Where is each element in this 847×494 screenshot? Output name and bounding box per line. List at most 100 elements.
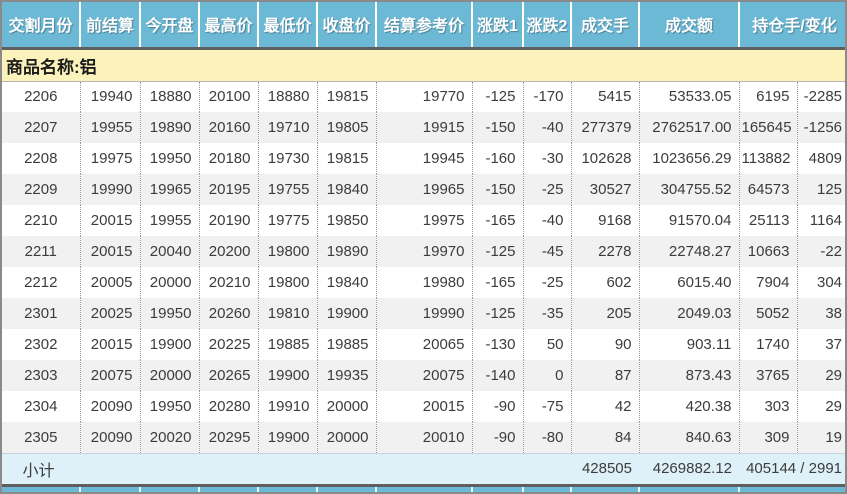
cell-delivery-month: 2212 xyxy=(2,267,81,298)
cell-open: 18880 xyxy=(140,81,200,112)
cell-delivery-month: 2301 xyxy=(2,298,81,329)
cell-high: 20100 xyxy=(199,81,259,112)
cell-open: 19950 xyxy=(140,298,200,329)
next-header-cell xyxy=(739,485,845,492)
cell-high: 20295 xyxy=(199,422,259,453)
cell-close: 19900 xyxy=(317,298,377,329)
cell-high: 20190 xyxy=(199,205,259,236)
cell-volume: 2278 xyxy=(571,236,640,267)
cell-close: 19890 xyxy=(317,236,377,267)
cell-change1: -125 xyxy=(472,81,524,112)
cell-delivery-month: 2206 xyxy=(2,81,81,112)
cell-volume: 42 xyxy=(571,391,640,422)
cell-prev-settle: 20015 xyxy=(80,236,141,267)
cell-prev-settle: 20075 xyxy=(80,360,141,391)
cell-change2: -75 xyxy=(523,391,572,422)
cell-delivery-month: 2208 xyxy=(2,143,81,174)
col-header-settle-ref: 结算参考价 xyxy=(376,2,473,50)
cell-close: 19815 xyxy=(317,81,377,112)
cell-settle-ref: 19970 xyxy=(376,236,473,267)
cell-change1: -140 xyxy=(472,360,524,391)
cell-turnover: 22748.27 xyxy=(639,236,740,267)
cell-turnover: 304755.52 xyxy=(639,174,740,205)
table-row: 2305 20090 20020 20295 19900 20000 20010… xyxy=(2,422,845,453)
cell-close: 19850 xyxy=(317,205,377,236)
cell-high: 20225 xyxy=(199,329,259,360)
cell-oi-change: 38 xyxy=(797,298,845,329)
cell-open: 19900 xyxy=(140,329,200,360)
cell-volume: 102628 xyxy=(571,143,640,174)
next-header-cell xyxy=(317,485,377,492)
next-header-cell xyxy=(639,485,740,492)
table-row: 2208 19975 19950 20180 19730 19815 19945… xyxy=(2,143,845,174)
cell-delivery-month: 2210 xyxy=(2,205,81,236)
cell-high: 20280 xyxy=(199,391,259,422)
cell-close: 20000 xyxy=(317,391,377,422)
cell-settle-ref: 19945 xyxy=(376,143,473,174)
cell-prev-settle: 20090 xyxy=(80,422,141,453)
cell-open: 20000 xyxy=(140,360,200,391)
cell-low: 18880 xyxy=(258,81,318,112)
cell-settle-ref: 19980 xyxy=(376,267,473,298)
cell-low: 19910 xyxy=(258,391,318,422)
cell-low: 19710 xyxy=(258,112,318,143)
subtotal-spacer xyxy=(80,452,571,487)
cell-turnover: 6015.40 xyxy=(639,267,740,298)
cell-change1: -150 xyxy=(472,112,524,143)
col-header-change2: 涨跌2 xyxy=(523,2,572,50)
cell-settle-ref: 19975 xyxy=(376,205,473,236)
cell-change1: -125 xyxy=(472,298,524,329)
cell-open: 19890 xyxy=(140,112,200,143)
cell-prev-settle: 20015 xyxy=(80,205,141,236)
cell-prev-settle: 20005 xyxy=(80,267,141,298)
table-row: 2302 20015 19900 20225 19885 19885 20065… xyxy=(2,329,845,360)
cell-low: 19730 xyxy=(258,143,318,174)
cell-turnover: 873.43 xyxy=(639,360,740,391)
next-header-cell xyxy=(523,485,572,492)
next-header-cell xyxy=(199,485,259,492)
cell-change1: -165 xyxy=(472,205,524,236)
next-header-cell xyxy=(80,485,141,492)
cell-settle-ref: 20015 xyxy=(376,391,473,422)
table-row: 2209 19990 19965 20195 19755 19840 19965… xyxy=(2,174,845,205)
cell-change1: -125 xyxy=(472,236,524,267)
cell-open: 19955 xyxy=(140,205,200,236)
cell-delivery-month: 2209 xyxy=(2,174,81,205)
cell-close: 19840 xyxy=(317,174,377,205)
cell-turnover: 903.11 xyxy=(639,329,740,360)
cell-high: 20180 xyxy=(199,143,259,174)
cell-change1: -160 xyxy=(472,143,524,174)
table-row: 2304 20090 19950 20280 19910 20000 20015… xyxy=(2,391,845,422)
cell-volume: 602 xyxy=(571,267,640,298)
quotes-tbody: 2206 19940 18880 20100 18880 19815 19770… xyxy=(2,81,845,453)
cell-volume: 90 xyxy=(571,329,640,360)
cell-open: 20000 xyxy=(140,267,200,298)
commodity-section-row: 商品名称:铝 xyxy=(2,48,845,82)
col-header-turnover: 成交额 xyxy=(639,2,740,50)
cell-oi-change: 29 xyxy=(797,360,845,391)
cell-prev-settle: 20025 xyxy=(80,298,141,329)
subtotal-volume: 428505 xyxy=(571,452,639,487)
cell-change1: -90 xyxy=(472,422,524,453)
cell-delivery-month: 2304 xyxy=(2,391,81,422)
cell-open-interest: 6195 xyxy=(739,81,798,112)
table-row: 2212 20005 20000 20210 19800 19840 19980… xyxy=(2,267,845,298)
commodity-name-label: 商品名称:铝 xyxy=(2,48,845,82)
cell-delivery-month: 2303 xyxy=(2,360,81,391)
cell-settle-ref: 20065 xyxy=(376,329,473,360)
cell-high: 20265 xyxy=(199,360,259,391)
table-row: 2301 20025 19950 20260 19810 19900 19990… xyxy=(2,298,845,329)
cell-open-interest: 25113 xyxy=(739,205,798,236)
cell-oi-change: -22 xyxy=(797,236,845,267)
subtotal-row: 小计 428505 4269882.12 405144 / 2991 xyxy=(2,452,845,487)
cell-change2: -25 xyxy=(523,267,572,298)
cell-oi-change: 304 xyxy=(797,267,845,298)
cell-open-interest: 165645 xyxy=(739,112,798,143)
column-header-row: 交割月份 前结算 今开盘 最高价 最低价 收盘价 结算参考价 涨跌1 涨跌2 成… xyxy=(2,2,845,50)
cell-low: 19900 xyxy=(258,360,318,391)
table-row: 2303 20075 20000 20265 19900 19935 20075… xyxy=(2,360,845,391)
cell-open-interest: 303 xyxy=(739,391,798,422)
col-header-close: 收盘价 xyxy=(317,2,377,50)
cell-change2: -40 xyxy=(523,112,572,143)
